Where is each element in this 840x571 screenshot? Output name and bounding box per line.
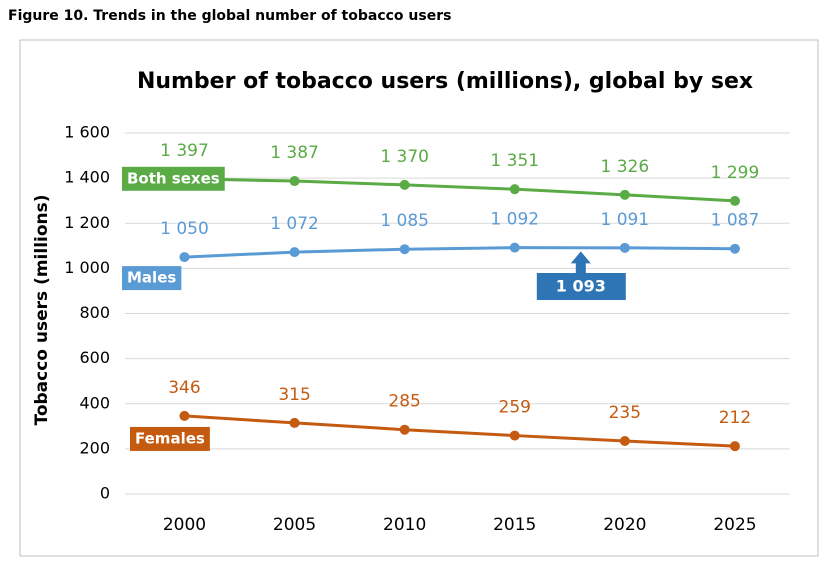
y-tick-label: 800 [79, 303, 110, 322]
data-label: 1 087 [711, 211, 760, 231]
x-tick-label: 2010 [383, 515, 426, 535]
point [399, 244, 410, 255]
legend-label: Females [135, 429, 205, 447]
data-label: 1 072 [270, 214, 319, 234]
data-label: 1 387 [270, 143, 319, 163]
point [399, 179, 410, 190]
y-tick-label: 1 400 [64, 168, 110, 187]
y-tick-label: 1 000 [64, 258, 110, 277]
data-label: 1 351 [490, 151, 539, 171]
data-label: 285 [388, 392, 420, 412]
y-tick-label: 0 [100, 484, 110, 503]
data-label: 259 [499, 398, 531, 418]
point [729, 441, 740, 452]
point [509, 184, 520, 195]
y-tick-label: 1 200 [64, 213, 110, 232]
y-tick-label: 600 [79, 348, 110, 367]
data-label: 1 299 [711, 163, 760, 183]
legend-label: Males [127, 269, 176, 287]
data-label: 1 326 [601, 157, 650, 177]
x-tick-label: 2005 [273, 515, 316, 535]
point [509, 430, 520, 441]
data-label: 212 [719, 408, 751, 428]
caption: Figure 10. Trends in the global number o… [8, 8, 451, 24]
chart-title: Number of tobacco users (millions), glob… [137, 69, 753, 94]
series-line [184, 414, 736, 448]
data-label: 1 370 [380, 147, 429, 167]
point [179, 410, 190, 421]
data-label: 1 091 [601, 210, 650, 230]
annotation-box [536, 273, 626, 300]
point [509, 242, 520, 253]
annotation-arrow [570, 251, 591, 273]
data-label: 1 085 [380, 211, 429, 231]
point [399, 424, 410, 435]
series-tag-box [122, 266, 182, 291]
x-tick-label: 2015 [493, 515, 536, 535]
series-line [184, 246, 735, 259]
point [619, 242, 630, 253]
series-line [184, 177, 736, 203]
x-tick-label: 2025 [713, 515, 756, 535]
annotation-label: 1 093 [556, 277, 606, 296]
point [729, 243, 740, 254]
series-tag-box [122, 166, 225, 191]
y-tick-label: 200 [79, 438, 110, 457]
data-label: 1 092 [490, 210, 539, 230]
x-tick-label: 2000 [163, 515, 206, 535]
point [179, 252, 190, 263]
data-label: 235 [609, 403, 641, 423]
data-label: 1 397 [160, 141, 209, 161]
point [289, 176, 300, 187]
chart-frame [19, 39, 819, 557]
point [289, 417, 300, 428]
series-tag-box [130, 426, 210, 451]
y-tick-label: 400 [79, 393, 110, 412]
data-label: 1 050 [160, 219, 209, 239]
data-label: 346 [168, 378, 200, 398]
x-tick-label: 2020 [603, 515, 646, 535]
legend-label: Both sexes [127, 169, 220, 187]
point [729, 195, 740, 206]
y-tick-label: 1 600 [64, 123, 110, 142]
y-axis-title: Tobacco users (millions) [32, 194, 52, 425]
point [619, 435, 630, 446]
data-label: 315 [278, 385, 310, 405]
point [289, 247, 300, 258]
point [619, 189, 630, 200]
